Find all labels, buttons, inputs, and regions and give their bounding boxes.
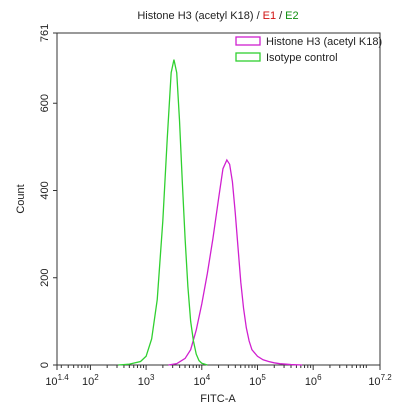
x-tick-label: 103 xyxy=(138,373,155,388)
x-tick-base: 10 xyxy=(45,376,57,388)
legend-label: Isotype control xyxy=(266,52,338,64)
title-part: / xyxy=(279,10,283,22)
x-tick-label: 101.4 xyxy=(45,373,69,388)
x-tick-base: 10 xyxy=(249,376,261,388)
x-tick-exponent: 1.4 xyxy=(58,373,70,382)
title-part: Histone H3 (acetyl K18) / xyxy=(137,10,260,22)
y-tick-label: 200 xyxy=(39,269,51,287)
x-tick-label: 107.2 xyxy=(368,373,392,388)
x-tick-label: 106 xyxy=(305,373,322,388)
x-tick-exponent: 6 xyxy=(317,373,322,382)
x-tick-label: 105 xyxy=(249,373,266,388)
y-tick-label: 761 xyxy=(39,24,51,42)
y-axis-label: Count xyxy=(15,184,27,213)
x-tick-exponent: 4 xyxy=(206,373,211,382)
x-tick-exponent: 3 xyxy=(150,373,155,382)
chart-title: Histone H3 (acetyl K18) / E1/E2 xyxy=(137,10,298,22)
x-axis-label: FITC-A xyxy=(200,393,236,405)
y-tick-label: 600 xyxy=(39,94,51,112)
x-tick-base: 10 xyxy=(82,376,94,388)
legend-label: Histone H3 (acetyl K18) xyxy=(266,36,382,48)
x-tick-label: 104 xyxy=(193,373,210,388)
x-tick-base: 10 xyxy=(305,376,317,388)
x-tick-exponent: 7.2 xyxy=(381,373,393,382)
x-tick-base: 10 xyxy=(138,376,150,388)
x-tick-base: 10 xyxy=(368,376,380,388)
title-part: E2 xyxy=(285,10,298,22)
x-tick-base: 10 xyxy=(193,376,205,388)
title-part: E1 xyxy=(263,10,276,22)
x-tick-label: 102 xyxy=(82,373,99,388)
y-tick-label: 400 xyxy=(39,181,51,199)
histogram-line xyxy=(168,158,303,366)
histogram-line xyxy=(118,59,208,366)
y-tick-label: 0 xyxy=(39,362,51,368)
legend-swatch xyxy=(235,36,261,46)
x-tick-exponent: 5 xyxy=(261,373,266,382)
x-tick-exponent: 2 xyxy=(94,373,99,382)
legend-swatch xyxy=(235,52,261,62)
